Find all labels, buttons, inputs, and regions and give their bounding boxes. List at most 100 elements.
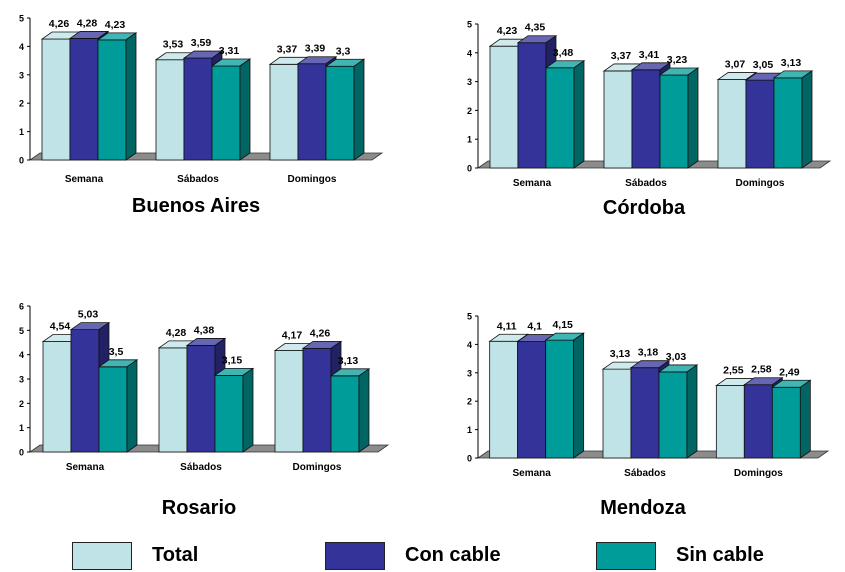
data-label-total-2: 2,55 (723, 365, 744, 377)
data-label-total-2: 3,07 (725, 59, 746, 71)
bar-sin-cable-0 (96, 32, 138, 161)
data-label-sin-cable-1: 3,03 (666, 351, 687, 363)
data-label-sin-cable-2: 3,3 (336, 45, 351, 57)
y-tick-label: 0 (19, 448, 24, 458)
bar-con-cable-2 (301, 340, 343, 453)
data-label-con-cable-2: 3,05 (753, 59, 774, 71)
chart-title: Buenos Aires (132, 195, 260, 217)
bar-sin-cable-2 (771, 379, 812, 459)
y-tick-label: 5 (19, 14, 24, 24)
y-tick-label: 1 (19, 127, 24, 137)
data-label-total-1: 3,53 (163, 39, 184, 51)
x-category-label: Domingos (736, 178, 785, 189)
data-label-sin-cable-0: 3,5 (109, 346, 124, 358)
y-tick-label: 5 (467, 20, 472, 30)
bar-sin-cable-0 (544, 332, 585, 459)
y-tick-label: 6 (19, 302, 24, 312)
data-label-sin-cable-2: 3,13 (338, 355, 359, 367)
legend-label-total: Total (152, 544, 199, 566)
chart-panel-0: 0 1 2 3 4 5 4,26 4,28 4,23 Semana 3,53 3,59 3,31 Sába… (19, 14, 384, 217)
bar-sin-cable-1 (210, 58, 252, 161)
y-tick-label: 0 (19, 156, 24, 166)
data-label-total-0: 4,26 (49, 18, 70, 30)
data-label-total-1: 3,37 (611, 50, 632, 62)
data-label-con-cable-2: 2,58 (751, 364, 772, 376)
y-tick-label: 4 (19, 42, 24, 52)
chart-panel-2: 0 1 2 3 4 5 6 4,54 5,03 3,5 Semana 4,28 4,38 3,15 Sába… (19, 302, 390, 519)
data-label-sin-cable-2: 2,49 (779, 366, 800, 378)
y-tick-label: 3 (19, 70, 24, 80)
data-label-con-cable-1: 3,41 (639, 49, 660, 61)
legend-swatch-sin-cable (596, 542, 656, 570)
data-label-con-cable-1: 4,38 (194, 324, 215, 336)
x-category-label: Semana (65, 174, 104, 185)
x-category-label: Sábados (625, 178, 667, 189)
data-label-con-cable-1: 3,18 (638, 347, 659, 359)
bar-sin-cable-0 (544, 60, 586, 169)
data-label-sin-cable-0: 4,23 (105, 19, 126, 31)
bar-sin-cable-2 (772, 70, 814, 169)
chart-panel-1: 0 1 2 3 4 5 4,23 4,35 3,48 Semana 3,37 3,41 3,23 Sába… (467, 20, 832, 219)
y-tick-label: 0 (467, 454, 472, 464)
y-tick-label: 1 (467, 135, 472, 145)
y-tick-label: 3 (467, 77, 472, 87)
data-label-con-cable-0: 4,1 (527, 321, 542, 333)
bar-con-cable-1 (630, 62, 672, 169)
data-label-sin-cable-1: 3,23 (667, 54, 688, 66)
bar-sin-cable-1 (213, 367, 255, 453)
y-tick-label: 4 (19, 350, 24, 360)
y-tick-label: 3 (19, 375, 24, 385)
legend: Total Con cable Sin cable (0, 540, 845, 572)
y-tick-label: 4 (467, 48, 472, 58)
legend-label-sin-cable: Sin cable (676, 544, 764, 566)
x-category-label: Semana (513, 178, 552, 189)
data-label-sin-cable-1: 3,15 (222, 354, 243, 366)
x-category-label: Sábados (177, 174, 219, 185)
data-label-con-cable-0: 4,35 (525, 22, 546, 34)
y-tick-label: 1 (19, 423, 24, 433)
bar-sin-cable-0 (97, 359, 139, 453)
x-category-label: Domingos (288, 174, 337, 185)
y-tick-label: 2 (19, 399, 24, 409)
data-label-con-cable-0: 4,28 (77, 17, 98, 29)
y-tick-label: 5 (19, 326, 24, 336)
bar-sin-cable-2 (324, 58, 366, 161)
data-label-con-cable-2: 4,26 (310, 327, 331, 339)
x-category-label: Domingos (293, 462, 342, 473)
x-category-label: Semana (512, 468, 551, 479)
y-tick-label: 1 (467, 425, 472, 435)
chart-panel-3: 0 1 2 3 4 5 4,11 4,1 4,15 Semana 3,13 3,18 3,03 Sábad… (467, 312, 830, 519)
chart-title: Rosario (162, 497, 236, 519)
data-label-total-1: 4,28 (166, 327, 187, 339)
data-label-total-0: 4,11 (497, 320, 517, 332)
x-category-label: Domingos (734, 468, 783, 479)
y-tick-label: 2 (19, 99, 24, 109)
data-label-sin-cable-0: 3,48 (553, 47, 574, 59)
data-label-total-0: 4,23 (497, 25, 518, 37)
data-label-con-cable-1: 3,59 (191, 37, 212, 49)
y-tick-label: 5 (467, 312, 472, 322)
data-label-total-0: 4,54 (50, 321, 71, 333)
data-label-total-2: 3,37 (277, 43, 298, 55)
legend-label-con-cable: Con cable (405, 544, 501, 566)
data-label-con-cable-2: 3,39 (305, 43, 326, 55)
data-label-total-1: 3,13 (610, 348, 631, 360)
data-label-sin-cable-0: 4,15 (552, 319, 573, 331)
bar-sin-cable-1 (657, 364, 699, 459)
x-category-label: Sábados (624, 468, 666, 479)
x-category-label: Sábados (180, 462, 222, 473)
y-tick-label: 2 (467, 397, 472, 407)
data-label-sin-cable-1: 3,31 (219, 45, 240, 57)
chart-title: Mendoza (600, 497, 686, 519)
bar-sin-cable-2 (329, 368, 371, 453)
y-tick-label: 2 (467, 106, 472, 116)
y-tick-label: 3 (467, 368, 472, 378)
data-label-con-cable-0: 5,03 (78, 309, 99, 321)
bar-sin-cable-1 (658, 67, 700, 169)
y-tick-label: 0 (467, 164, 472, 174)
legend-swatch-total (72, 542, 132, 570)
y-tick-label: 4 (467, 340, 472, 350)
x-category-label: Semana (66, 462, 105, 473)
data-label-sin-cable-2: 3,13 (781, 57, 802, 69)
